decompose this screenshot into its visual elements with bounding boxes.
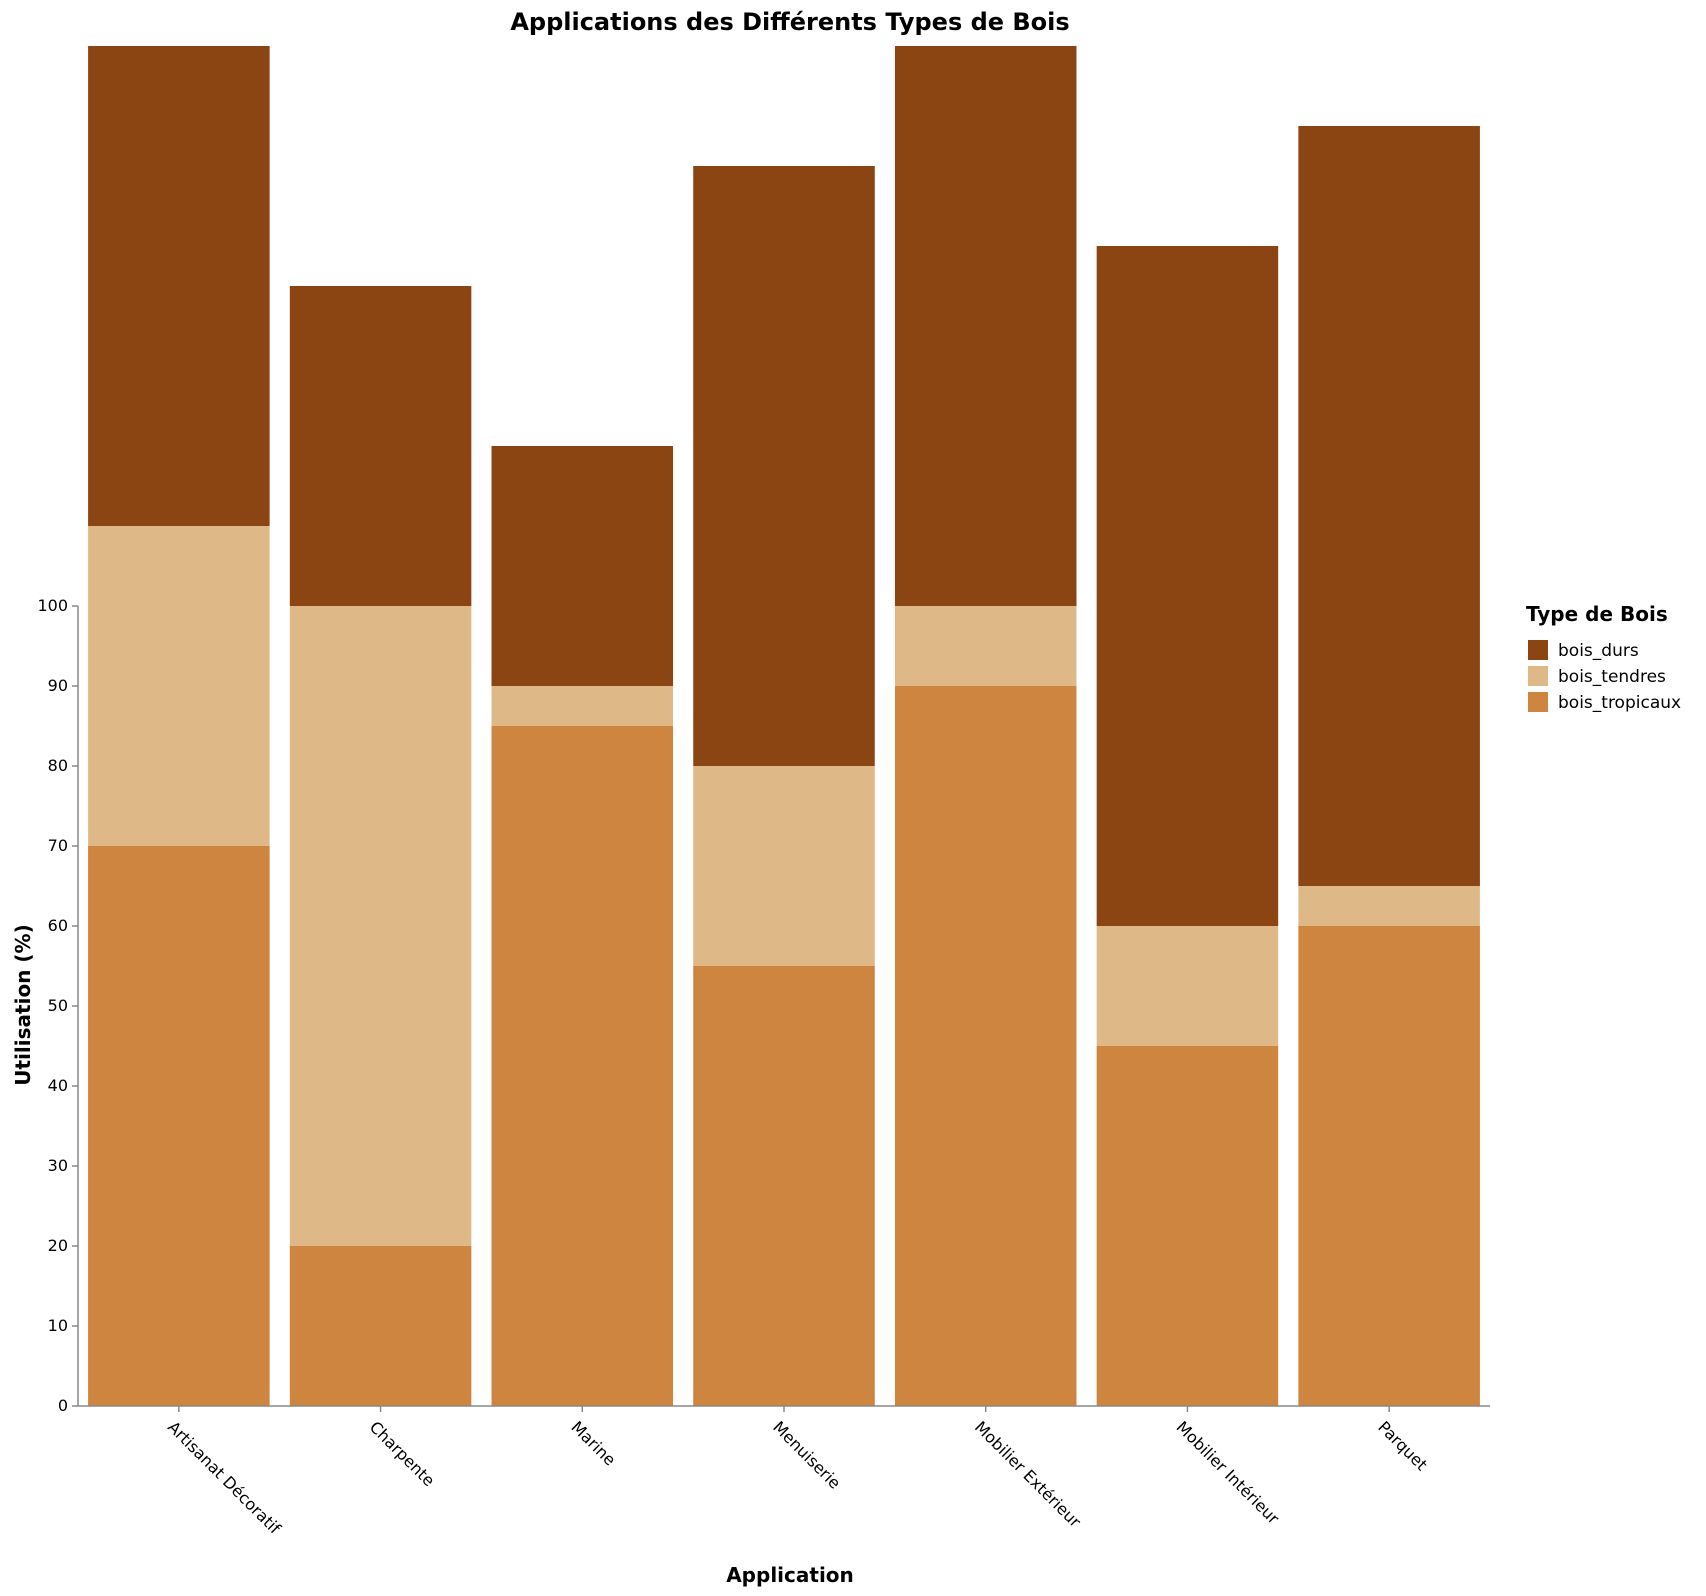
bar-bois_tendres-4 xyxy=(894,606,1077,686)
legend: Type de Bois bois_durs bois_tendres bois_t… xyxy=(1526,602,1681,713)
y-tick-label-90: 90 xyxy=(48,676,68,695)
legend-label-bois_tendres: bois_tendres xyxy=(1558,667,1666,687)
bar-bois_tropicaux-5 xyxy=(1096,1046,1279,1406)
bar-bois_tropicaux-2 xyxy=(491,726,674,1406)
legend-label-bois_durs: bois_durs xyxy=(1558,641,1639,661)
legend-title: Type de Bois xyxy=(1526,602,1668,626)
x-axis-title: Application xyxy=(726,1563,854,1587)
x-tick-label-3: Menuiserie xyxy=(769,1417,844,1492)
bar-bois_tendres-3 xyxy=(693,766,875,966)
y-tick-label-20: 20 xyxy=(48,1236,68,1255)
y-axis: 0 10 20 30 40 50 60 70 80 90 100 xyxy=(37,596,79,1415)
bar-bois_tendres-2 xyxy=(491,686,674,726)
chart-title: Applications des Différents Types de Boi… xyxy=(510,8,1069,36)
bar-bois_tendres-6 xyxy=(1298,886,1480,926)
bar-bois_tropicaux-4 xyxy=(894,686,1077,1406)
legend-swatch-bois_tendres xyxy=(1528,666,1548,686)
bars-group xyxy=(88,46,1480,1406)
bar-bois_tropicaux-1 xyxy=(289,1246,472,1406)
bar-bois_tendres-1 xyxy=(289,606,472,1246)
x-tick-label-1: Charpente xyxy=(366,1417,439,1490)
bar-bois_durs-0 xyxy=(88,46,270,526)
y-tick-label-30: 30 xyxy=(48,1156,68,1175)
y-tick-label-50: 50 xyxy=(48,996,68,1015)
bar-bois_durs-2 xyxy=(491,446,674,686)
x-tick-label-5: Mobilier Intérieur xyxy=(1173,1417,1284,1528)
y-axis-title: Utilisation (%) xyxy=(11,924,35,1085)
x-axis: Artisanat Décoratif Charpente Marine Menuis… xyxy=(78,1405,1490,1538)
y-tick-label-80: 80 xyxy=(48,756,68,775)
y-tick-label-10: 10 xyxy=(48,1316,68,1335)
legend-swatch-bois_tropicaux xyxy=(1528,692,1548,712)
bar-bois_tropicaux-3 xyxy=(693,966,875,1406)
bar-bois_tropicaux-6 xyxy=(1298,926,1480,1406)
y-tick-label-0: 0 xyxy=(58,1396,68,1415)
x-tick-label-2: Marine xyxy=(567,1417,619,1469)
x-tick-label-6: Parquet xyxy=(1374,1417,1431,1474)
legend-swatch-bois_durs xyxy=(1528,640,1548,660)
bar-bois_tropicaux-0 xyxy=(88,846,270,1406)
bar-bois_tendres-5 xyxy=(1096,926,1279,1046)
bar-bois_durs-1 xyxy=(289,286,472,606)
bar-bois_durs-4 xyxy=(894,46,1077,606)
bar-bois_durs-6 xyxy=(1298,126,1480,886)
y-tick-label-60: 60 xyxy=(48,916,68,935)
y-tick-label-40: 40 xyxy=(48,1076,68,1095)
legend-label-bois_tropicaux: bois_tropicaux xyxy=(1558,693,1681,713)
bar-bois_durs-5 xyxy=(1096,246,1279,926)
y-tick-label-100: 100 xyxy=(37,596,68,615)
x-tick-label-4: Mobilier Extérieur xyxy=(971,1417,1085,1531)
x-tick-label-0: Artisanat Décoratif xyxy=(164,1417,285,1538)
bar-bois_durs-3 xyxy=(693,166,875,766)
y-tick-label-70: 70 xyxy=(48,836,68,855)
bar-bois_tendres-0 xyxy=(88,526,270,846)
